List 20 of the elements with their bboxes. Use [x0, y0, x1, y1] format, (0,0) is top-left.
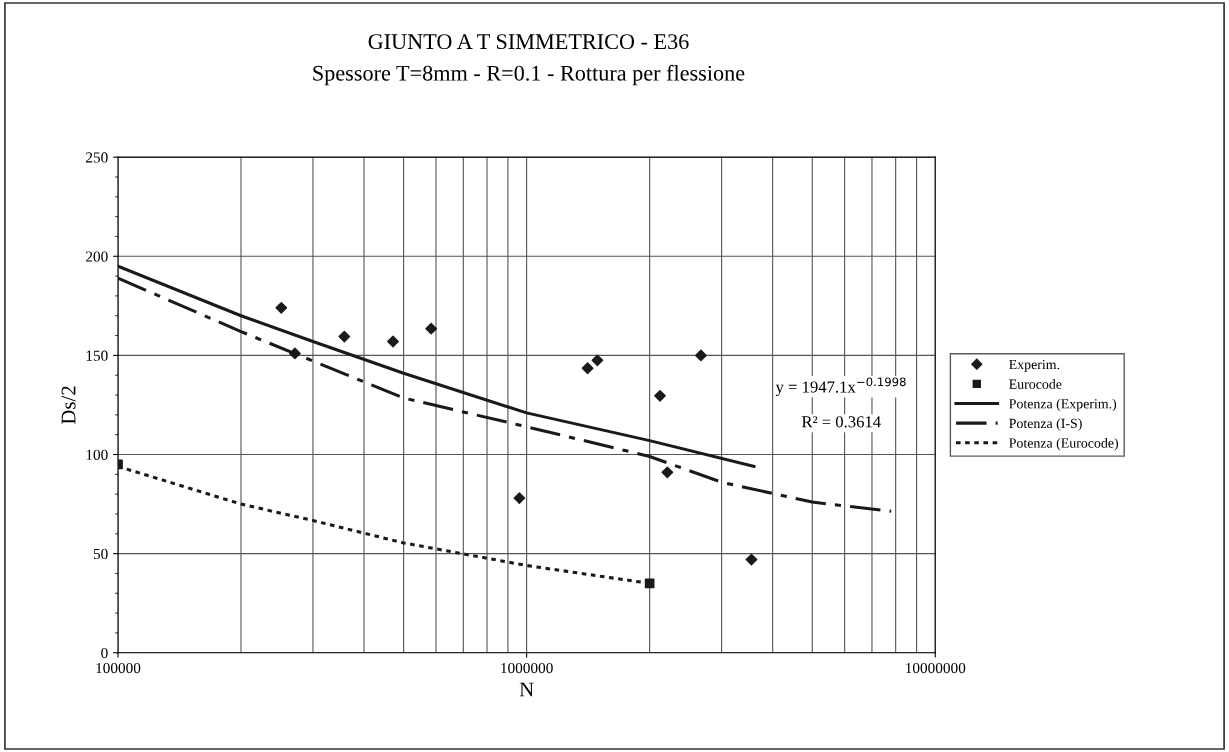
chart-subtitle: Spessore T=8mm - R=0.1 - Rottura per flessione: [313, 64, 745, 86]
y-axis-title: Ds/2: [61, 386, 76, 425]
x-axis-title: N: [519, 682, 534, 697]
x-tick-label: 100000: [96, 662, 141, 674]
legend-label: Potenza (I-S): [1009, 418, 1082, 431]
legend-label: Potenza (Eurocode): [1009, 437, 1119, 451]
annotation: R² = 0.3614: [801, 416, 881, 428]
annotation: y = 1947.1x$^{−0.1998}$: [775, 377, 906, 397]
y-tick-label: 150: [86, 350, 108, 361]
y-tick-label: 100: [86, 449, 108, 460]
x-tick-label: 1000000: [501, 662, 553, 674]
chart-title: GIUNTO A T SIMMETRICO - E36: [368, 34, 689, 50]
legend-label: Eurocode: [1009, 379, 1062, 389]
y-tick-label: 0: [101, 647, 108, 659]
legend-label: Potenza (Experim.): [1009, 398, 1117, 412]
y-tick-label: 200: [86, 251, 108, 262]
y-tick-label: 250: [86, 152, 108, 163]
legend-label: Experim.: [1009, 359, 1060, 373]
y-tick-label: 50: [93, 548, 108, 560]
x-tick-label: 10000000: [906, 662, 966, 674]
